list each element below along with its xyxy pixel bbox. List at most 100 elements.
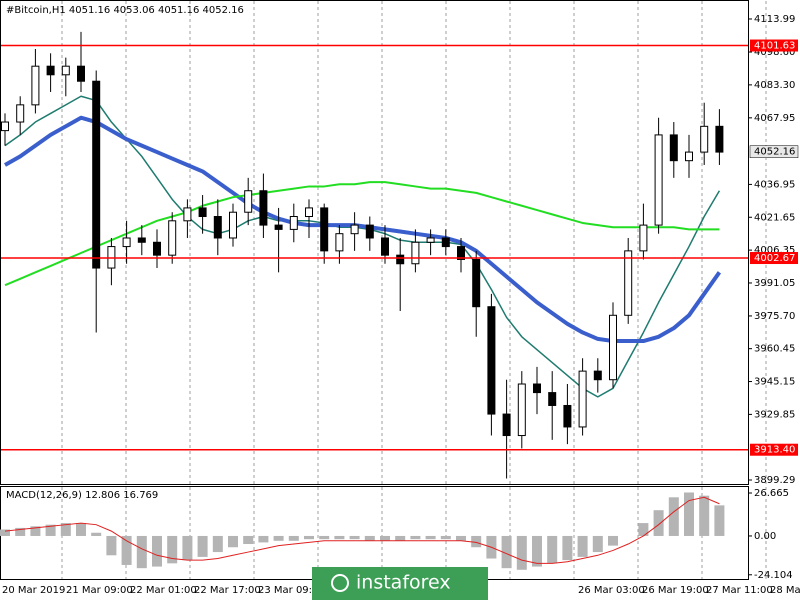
candle-body bbox=[563, 404, 572, 428]
watermark-logo bbox=[331, 574, 349, 592]
macd-bar bbox=[288, 535, 299, 541]
macd-bar bbox=[197, 535, 208, 557]
candle-body bbox=[31, 65, 40, 106]
candle-body bbox=[624, 250, 633, 316]
candle-body bbox=[609, 314, 617, 381]
macd-bar bbox=[349, 535, 360, 540]
macd-bar bbox=[258, 535, 269, 543]
y-tick-label: 3975.70 bbox=[754, 311, 795, 322]
x-tick-label: 21 Mar 09:00 bbox=[66, 585, 133, 596]
last-price-label: 4052.16 bbox=[754, 147, 795, 158]
macd-bar bbox=[182, 535, 193, 561]
macd-bar bbox=[592, 535, 603, 553]
macd-bar bbox=[456, 535, 466, 541]
candle-body bbox=[198, 207, 207, 218]
macd-bar bbox=[395, 535, 406, 541]
macd-bar bbox=[30, 526, 41, 536]
y-tick-label: 3991.05 bbox=[754, 278, 795, 289]
candle-body bbox=[274, 224, 283, 230]
macd-bar bbox=[167, 535, 178, 564]
candle-body bbox=[472, 258, 481, 308]
y-tick-label: 4006.35 bbox=[754, 245, 795, 256]
macd-bar bbox=[577, 535, 588, 557]
candle-body bbox=[669, 134, 678, 162]
macd-bar bbox=[364, 535, 375, 541]
candle-body bbox=[700, 125, 709, 153]
y-tick-label: 0.00 bbox=[754, 531, 776, 542]
level-label: 4002.67 bbox=[754, 253, 795, 264]
y-tick-label: -24.104 bbox=[754, 570, 793, 581]
x-tick-label: 27 Mar 11:00 bbox=[706, 585, 773, 596]
x-tick-label: 28 Mar 03:00 bbox=[770, 585, 800, 596]
macd-bar bbox=[471, 535, 482, 548]
candle-body bbox=[457, 246, 465, 260]
candle-body bbox=[1, 121, 9, 132]
macd-bar bbox=[136, 535, 147, 569]
candle-body bbox=[396, 254, 405, 265]
macd-bar bbox=[334, 535, 345, 540]
x-tick-label: 22 Mar 17:00 bbox=[194, 585, 261, 596]
macd-bar bbox=[714, 505, 725, 536]
candle-body bbox=[16, 104, 25, 123]
x-tick-label: 23 Mar 09:00 bbox=[258, 585, 325, 596]
candle-body bbox=[137, 237, 146, 243]
candle-body bbox=[381, 237, 389, 256]
watermark: instaforex bbox=[356, 572, 451, 594]
candle-body bbox=[244, 190, 253, 213]
candle-body bbox=[487, 306, 496, 415]
y-tick-label: 4036.95 bbox=[754, 179, 795, 190]
candle-body bbox=[305, 207, 313, 218]
macd-bar bbox=[0, 529, 10, 536]
macd-bar bbox=[45, 524, 56, 536]
x-tick-label: 26 Mar 03:00 bbox=[578, 585, 645, 596]
macd-bar bbox=[532, 535, 542, 567]
macd-bar bbox=[547, 535, 558, 564]
signal-line bbox=[4, 496, 720, 564]
macd-bar bbox=[668, 497, 679, 536]
macd-bar bbox=[121, 535, 132, 565]
macd-bar bbox=[106, 535, 117, 556]
macd-bar bbox=[152, 535, 162, 567]
y-tick-label: 26.665 bbox=[754, 488, 789, 499]
macd-bar bbox=[684, 492, 694, 536]
macd-bar bbox=[91, 532, 102, 536]
candle-body bbox=[593, 370, 602, 381]
y-tick-label: 3945.15 bbox=[754, 377, 795, 388]
y-tick-label: 4021.65 bbox=[754, 212, 795, 223]
candle-body bbox=[122, 237, 131, 248]
candle-body bbox=[61, 65, 70, 76]
candle-body bbox=[685, 151, 693, 162]
y-tick-label: 3960.45 bbox=[754, 344, 795, 355]
candle-body bbox=[715, 125, 724, 153]
macd-bar bbox=[212, 535, 223, 553]
macd-bar bbox=[76, 523, 86, 536]
candle-body bbox=[502, 413, 511, 437]
y-tick-label: 4098.60 bbox=[754, 47, 795, 58]
macd-bar bbox=[319, 535, 330, 540]
macd-bar bbox=[608, 535, 618, 546]
level-label-box bbox=[750, 39, 798, 52]
candle-body bbox=[320, 207, 329, 252]
macd-bar bbox=[304, 535, 314, 540]
candle-body bbox=[639, 224, 648, 252]
macd-bar bbox=[60, 523, 71, 536]
macd-bar bbox=[273, 535, 284, 541]
macd-bar bbox=[516, 535, 527, 570]
candle-body bbox=[77, 65, 85, 82]
y-tick-label: 4083.30 bbox=[754, 80, 795, 91]
macd-bar bbox=[425, 535, 436, 540]
candle-body bbox=[578, 370, 587, 428]
last-price-box bbox=[749, 145, 799, 158]
moving-average bbox=[4, 115, 722, 344]
candle-body bbox=[229, 211, 237, 239]
level-label: 3913.40 bbox=[754, 445, 795, 456]
macd-bar bbox=[501, 535, 512, 569]
candle-body bbox=[350, 224, 359, 235]
candle-body bbox=[426, 237, 435, 243]
macd-bar bbox=[440, 535, 451, 540]
y-tick-label: 3899.29 bbox=[754, 475, 795, 486]
chart-title: #Bitcoin,H1 4051.16 4053.06 4051.16 4052… bbox=[6, 5, 244, 16]
level-label-box bbox=[750, 443, 798, 456]
candle-body bbox=[183, 207, 192, 222]
